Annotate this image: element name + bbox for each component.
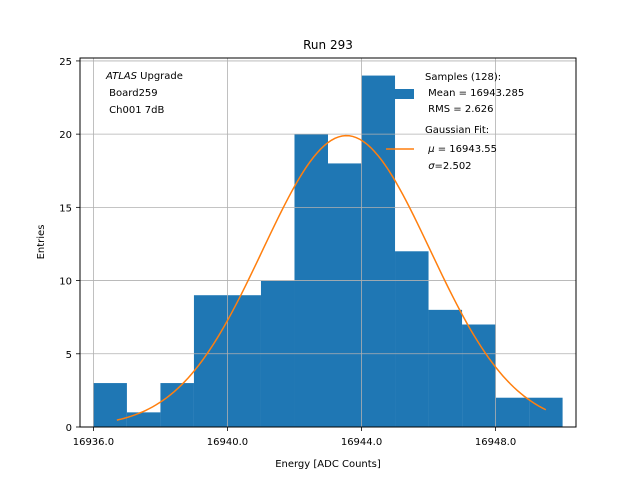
grid-lines-overlay — [80, 58, 576, 428]
x-tick-label-3: 16948.0 — [475, 437, 516, 448]
histogram-bar-9 — [395, 251, 429, 427]
x-tick-label-0: 16936.0 — [73, 437, 114, 448]
legend-fit-sigma: σ=2.502 — [425, 161, 472, 172]
fit-curve-layer — [116, 134, 547, 421]
chart-title: Run 293 — [303, 38, 353, 52]
legend: Samples (128): Mean = 16943.285 RMS = 2.… — [386, 72, 524, 172]
gaussian-fit-curve — [116, 134, 547, 421]
legend-samples-title: Samples (128): — [425, 72, 501, 83]
x-axis-ticks: 16936.0 16940.0 16944.0 16948.0 — [73, 427, 516, 448]
histogram-bar-0 — [93, 383, 127, 427]
y-tick-label-1: 5 — [66, 350, 72, 361]
legend-fit-mu: μ = 16943.55 — [425, 144, 497, 155]
histogram-bar-7 — [328, 163, 362, 427]
annotation-line-2: Board259 — [106, 88, 158, 99]
annotation-upgrade: Upgrade — [137, 71, 183, 82]
annotation-atlas: ATLAS — [105, 71, 138, 82]
x-tick-label-1: 16940.0 — [207, 437, 248, 448]
y-tick-label-4: 20 — [59, 130, 72, 141]
x-axis-label: Energy [ADC Counts] — [275, 459, 381, 470]
legend-sigma-value: =2.502 — [435, 161, 472, 172]
histogram-bar-12 — [495, 397, 530, 427]
plot-frame — [79, 57, 577, 428]
annotation-line-3: Ch001 7dB — [106, 105, 164, 116]
legend-samples-rms: RMS = 2.626 — [425, 104, 493, 115]
legend-bar-swatch — [392, 89, 414, 99]
y-tick-label-3: 15 — [59, 203, 72, 214]
y-tick-label-2: 10 — [59, 277, 72, 288]
legend-mu-symbol: μ — [427, 144, 434, 155]
y-axis-label: Entries — [36, 225, 47, 260]
y-axis-ticks: 0 5 10 15 20 25 — [59, 57, 80, 434]
atlas-annotation: ATLAS Upgrade Board259 Ch001 7dB — [105, 71, 183, 116]
y-tick-label-0: 0 — [66, 423, 72, 434]
histogram-bar-1 — [126, 412, 161, 427]
histogram-bar-10 — [428, 309, 463, 427]
x-tick-label-2: 16944.0 — [341, 437, 382, 448]
histogram-bar-2 — [160, 383, 194, 427]
histogram-bar-13 — [529, 397, 563, 427]
legend-sigma-symbol: σ — [428, 161, 435, 172]
legend-samples-mean: Mean = 16943.285 — [425, 88, 524, 99]
legend-fit-title: Gaussian Fit: — [425, 125, 489, 136]
annotation-line-1: ATLAS Upgrade — [105, 71, 183, 82]
histogram-bar-8 — [361, 75, 396, 428]
histogram-bar-11 — [462, 324, 496, 427]
legend-mu-value: = 16943.55 — [435, 144, 497, 155]
histogram-bar-4 — [227, 295, 261, 427]
y-tick-label-5: 25 — [59, 57, 72, 68]
histogram-bar-3 — [193, 295, 228, 427]
